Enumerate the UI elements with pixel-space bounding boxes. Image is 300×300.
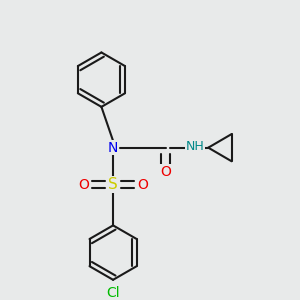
Text: NH: NH (185, 140, 204, 153)
Text: O: O (79, 178, 89, 192)
Text: N: N (108, 141, 118, 155)
Text: O: O (137, 178, 148, 192)
Text: Cl: Cl (106, 286, 120, 300)
Text: S: S (108, 177, 118, 192)
Text: O: O (160, 165, 171, 179)
